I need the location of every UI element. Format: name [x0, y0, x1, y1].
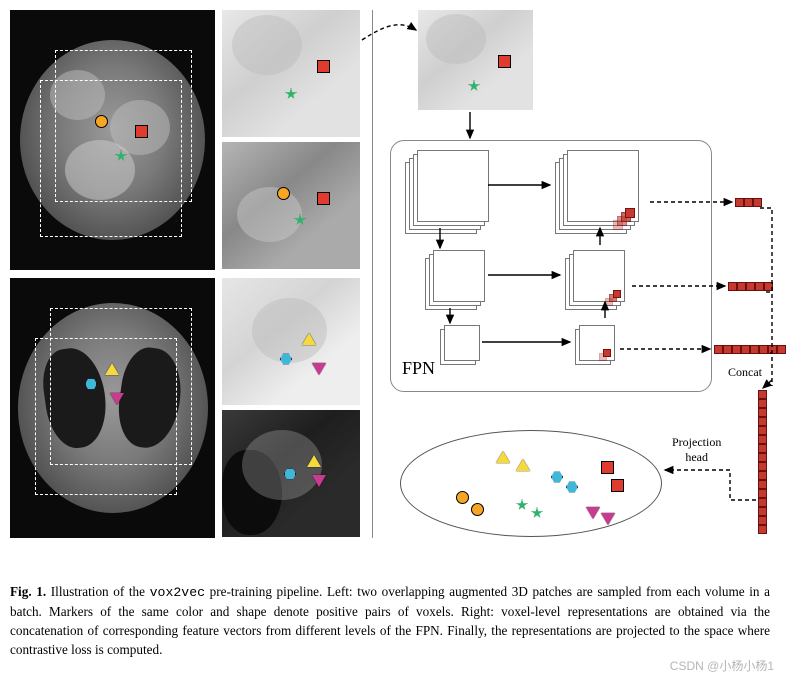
fpn-label: FPN [402, 358, 435, 379]
marker-tri-dn [312, 475, 326, 487]
marker-circle [456, 491, 469, 504]
aug-patch-1 [222, 10, 360, 137]
fpn-stack [565, 250, 627, 312]
concat-label: Concat [728, 365, 762, 380]
marker-tri-dn [601, 513, 615, 525]
marker-star [516, 499, 528, 511]
code-term: vox2vec [150, 585, 205, 600]
marker-star [285, 88, 297, 100]
aug-patch-2 [222, 142, 360, 269]
marker-square [611, 479, 624, 492]
figure: FPN Concat Projection head [10, 10, 780, 580]
marker-hex [551, 471, 563, 483]
marker-hex [280, 353, 292, 365]
marker-tri-up [496, 451, 510, 463]
feature-vector [728, 282, 773, 291]
marker-tri-dn [312, 363, 326, 375]
marker-star [531, 507, 543, 519]
fig-label: Fig. 1. [10, 584, 46, 599]
marker-square [317, 192, 330, 205]
marker-tri-up [516, 459, 530, 471]
feature-vector [714, 345, 786, 354]
feature-vector [758, 390, 767, 534]
feature-vector [735, 198, 762, 207]
marker-star [115, 150, 127, 162]
ct-volume-2 [10, 278, 215, 538]
marker-tri-up [307, 455, 321, 467]
fpn-stack [405, 150, 491, 236]
fpn-stack [575, 325, 617, 367]
watermark: CSDN @小杨小杨1 [670, 657, 774, 674]
marker-square [601, 461, 614, 474]
marker-star [294, 214, 306, 226]
marker-square [317, 60, 330, 73]
ct-volume-1 [10, 10, 215, 270]
input-patch [418, 10, 533, 110]
marker-hex [284, 468, 296, 480]
marker-circle [277, 187, 290, 200]
marker-tri-up [105, 363, 119, 375]
marker-square [135, 125, 148, 138]
fpn-stack [555, 150, 641, 236]
marker-tri-up [302, 333, 316, 345]
marker-tri-dn [586, 507, 600, 519]
fpn-stack [440, 325, 482, 367]
marker-tri-dn [110, 393, 124, 405]
fpn-stack [425, 250, 487, 312]
marker-circle [471, 503, 484, 516]
marker-star [468, 80, 480, 92]
marker-square [498, 55, 511, 68]
marker-circle [95, 115, 108, 128]
divider [372, 10, 373, 538]
marker-hex [85, 378, 97, 390]
aug-patch-4 [222, 410, 360, 537]
projection-head-label: Projection head [672, 435, 721, 465]
embedding-space [400, 430, 662, 537]
figure-caption: Fig. 1. Illustration of the vox2vec pre-… [10, 582, 770, 660]
marker-hex [566, 481, 578, 493]
aug-patch-3 [222, 278, 360, 405]
